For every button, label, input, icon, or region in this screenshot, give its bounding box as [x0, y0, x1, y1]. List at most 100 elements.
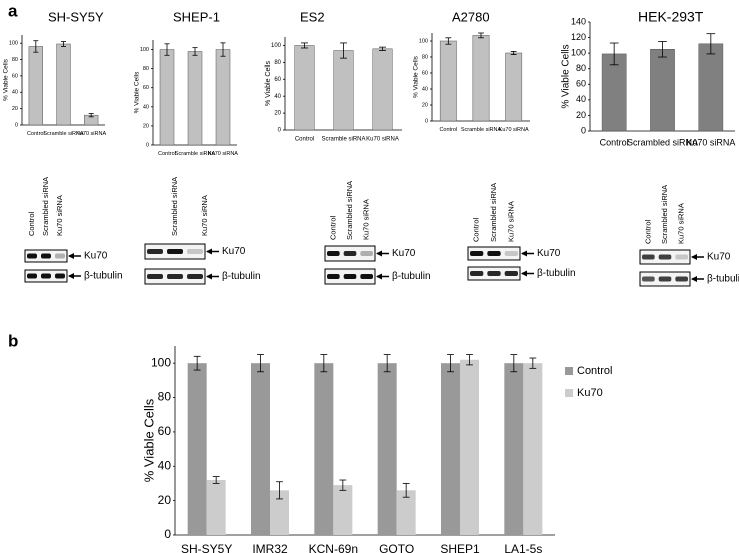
lane-label: Ku70 siRNA [55, 195, 64, 236]
blot-band [343, 251, 357, 256]
legend-swatch [565, 367, 573, 375]
error-bar [61, 41, 66, 47]
chart-title: A2780 [452, 9, 490, 24]
y-axis-label: % Viable Cells [3, 58, 10, 101]
blot-band [55, 273, 65, 279]
x-tick-label: Ku70 siRNA [76, 131, 106, 137]
x-tick-label: Scramble siRNA [175, 151, 216, 157]
y-tick-label: 100 [271, 43, 282, 49]
legend-swatch [565, 389, 573, 397]
y-tick-label: 40 [143, 104, 149, 110]
y-tick-label: 100 [9, 41, 18, 47]
y-tick-label: 20 [143, 123, 149, 129]
lane-label: Control [328, 215, 337, 240]
y-tick-label: 140 [571, 16, 586, 26]
x-tick-label: Scramble siRNA [461, 127, 502, 133]
y-tick-label: 60 [274, 77, 281, 83]
blot-band [147, 249, 163, 254]
x-tick-label: Scramble siRNA [321, 137, 365, 143]
blot-band [487, 251, 501, 256]
bar [333, 50, 354, 131]
x-tick-label: Scrambled siRNA [627, 137, 698, 147]
lane-label: Ku70 siRNA [506, 201, 515, 242]
blot-band [504, 251, 518, 256]
arrow-head [206, 248, 212, 255]
arrow-head [376, 250, 382, 257]
x-tick-label: Control [439, 127, 457, 133]
error-bar [706, 33, 716, 55]
y-axis-label: % Viable Cells [413, 55, 420, 98]
panel-label: a [8, 1, 18, 20]
chart-title: HEK-293T [638, 9, 704, 25]
bar [56, 43, 71, 126]
lane-label: Scrambled siRNA [41, 177, 50, 236]
error-bar [378, 46, 387, 51]
y-tick-label: 40 [422, 86, 428, 92]
blot-band [41, 253, 51, 259]
y-tick-label: 40 [12, 90, 18, 96]
error-bar [447, 354, 454, 373]
lane-label: Ku70 siRNA [200, 195, 209, 236]
band-label: β-tubulin [392, 271, 431, 282]
x-tick-label: SHEP1 [440, 542, 480, 553]
blot-band [642, 276, 655, 282]
chart-title: SHEP-1 [173, 9, 220, 24]
y-axis-label: % Viable Cells [561, 44, 572, 108]
bar [314, 363, 334, 535]
band-label: Ku70 [222, 246, 246, 257]
bar [601, 53, 627, 132]
x-tick-label: Control [600, 137, 629, 147]
error-bar [193, 355, 201, 371]
y-tick-label: 100 [571, 48, 586, 58]
x-tick-label: Ku70 siRNA [208, 151, 238, 157]
band-label: Ku70 [707, 252, 731, 263]
error-bar [88, 113, 94, 118]
blot-band [27, 273, 37, 279]
band-label: β-tubulin [222, 271, 261, 282]
blot-band [167, 249, 183, 254]
lane-label: Scrambled siRNA [345, 181, 354, 240]
bar [439, 40, 457, 122]
error-bar [466, 354, 473, 366]
x-tick-label: GOTO [379, 542, 414, 553]
error-bar [300, 42, 309, 49]
y-tick-label: 0 [146, 142, 149, 148]
arrow-head [691, 254, 697, 260]
y-tick-label: 80 [576, 63, 586, 73]
bar [206, 480, 226, 535]
error-bar [33, 40, 39, 53]
error-bar [445, 37, 452, 45]
legend-label: Control [577, 365, 612, 377]
band-label: Ku70 [537, 248, 561, 259]
x-tick-label: Scramble siRNA [43, 131, 84, 137]
blot-band [658, 254, 672, 260]
blot-band [27, 253, 37, 259]
chart-title: SH-SY5Y [48, 9, 104, 24]
y-tick-label: 0 [581, 125, 586, 135]
y-tick-label: 60 [158, 424, 172, 438]
bar [372, 48, 393, 131]
y-axis-label: % Viable Cells [134, 71, 141, 114]
y-tick-label: 100 [140, 47, 149, 53]
y-tick-label: 80 [158, 390, 172, 404]
lane-label: Ku70 siRNA [677, 203, 686, 244]
lane-label: Scrambled siRNA [660, 185, 669, 244]
arrow-head [68, 273, 74, 279]
bar [215, 49, 231, 146]
blot-band [327, 274, 340, 279]
y-tick-label: 60 [143, 85, 149, 91]
y-tick-label: 0 [425, 118, 428, 124]
y-axis-label: % Viable Cells [265, 61, 272, 107]
band-label: β-tubulin [537, 268, 576, 279]
bar [377, 363, 397, 535]
y-tick-label: 40 [576, 94, 586, 104]
y-tick-label: 0 [164, 527, 171, 541]
error-bar [510, 354, 518, 373]
error-bar [212, 476, 220, 484]
blot-band [343, 274, 357, 279]
bar [698, 43, 724, 132]
blot-band [360, 274, 373, 279]
error-bar [220, 42, 226, 57]
lane-label: Control [643, 219, 652, 244]
blot-band [187, 274, 203, 279]
